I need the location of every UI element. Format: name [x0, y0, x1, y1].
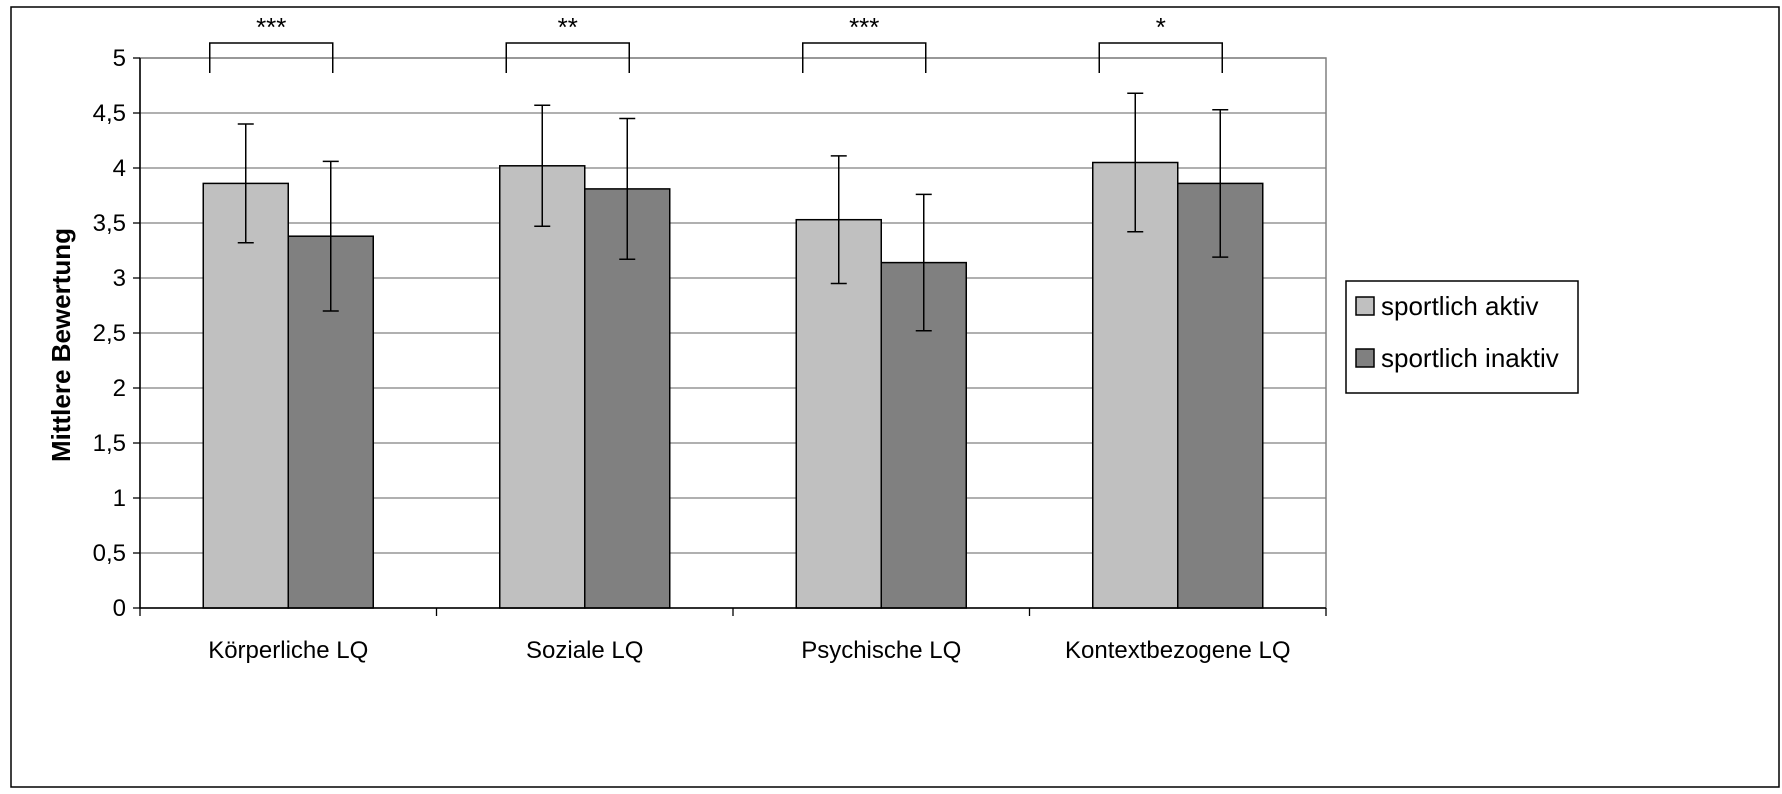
significance-bracket	[505, 42, 630, 73]
x-category-label: Soziale LQ	[526, 637, 643, 664]
y-tick-label: 3,5	[93, 210, 126, 237]
error-bars	[237, 92, 1229, 332]
legend-swatch	[1355, 296, 1375, 316]
y-tick-label: 2	[113, 375, 126, 402]
y-axis-label: Mittlere Bewertung	[46, 228, 76, 462]
significance-label: *	[1156, 12, 1166, 42]
y-tick-label: 0,5	[93, 540, 126, 567]
bar-aktiv	[795, 218, 882, 609]
significance-label: ***	[256, 12, 286, 42]
x-category-label: Psychische LQ	[801, 637, 961, 664]
x-category-label: Kontextbezogene LQ	[1065, 637, 1291, 664]
x-category-label: Körperliche LQ	[208, 637, 368, 664]
y-tick-label: 1,5	[93, 430, 126, 457]
legend: sportlich aktiv sportlich inaktiv	[1345, 280, 1579, 394]
y-tick-label: 2,5	[93, 320, 126, 347]
significance-bracket	[1098, 42, 1223, 73]
y-tick-label: 4,5	[93, 100, 126, 127]
bar-aktiv	[499, 165, 586, 609]
legend-label: sportlich inaktiv	[1381, 343, 1559, 373]
legend-swatch	[1355, 348, 1375, 368]
bar-aktiv	[1092, 161, 1179, 609]
significance-bracket	[802, 42, 927, 73]
legend-label: sportlich aktiv	[1381, 291, 1539, 321]
significance-label: **	[558, 12, 578, 42]
significance-bracket	[209, 42, 334, 73]
bar-aktiv	[202, 182, 289, 609]
significance-brackets: *** ** *** *	[209, 12, 1223, 73]
significance-label: ***	[849, 12, 879, 42]
y-tick-label: 5	[113, 45, 126, 72]
axes	[133, 57, 1327, 616]
y-tick-label: 4	[113, 155, 126, 182]
x-category-labels: Körperliche LQ Soziale LQ Psychische LQ Kon…	[208, 637, 1290, 664]
y-tick-label: 1	[113, 485, 126, 512]
y-tick-labels: 0 0,5 1 1,5 2 2,5 3 3,5 4 4,5 5	[93, 45, 126, 622]
y-tick-label: 0	[113, 595, 126, 622]
legend-box	[1345, 280, 1579, 394]
y-tick-label: 3	[113, 265, 126, 292]
